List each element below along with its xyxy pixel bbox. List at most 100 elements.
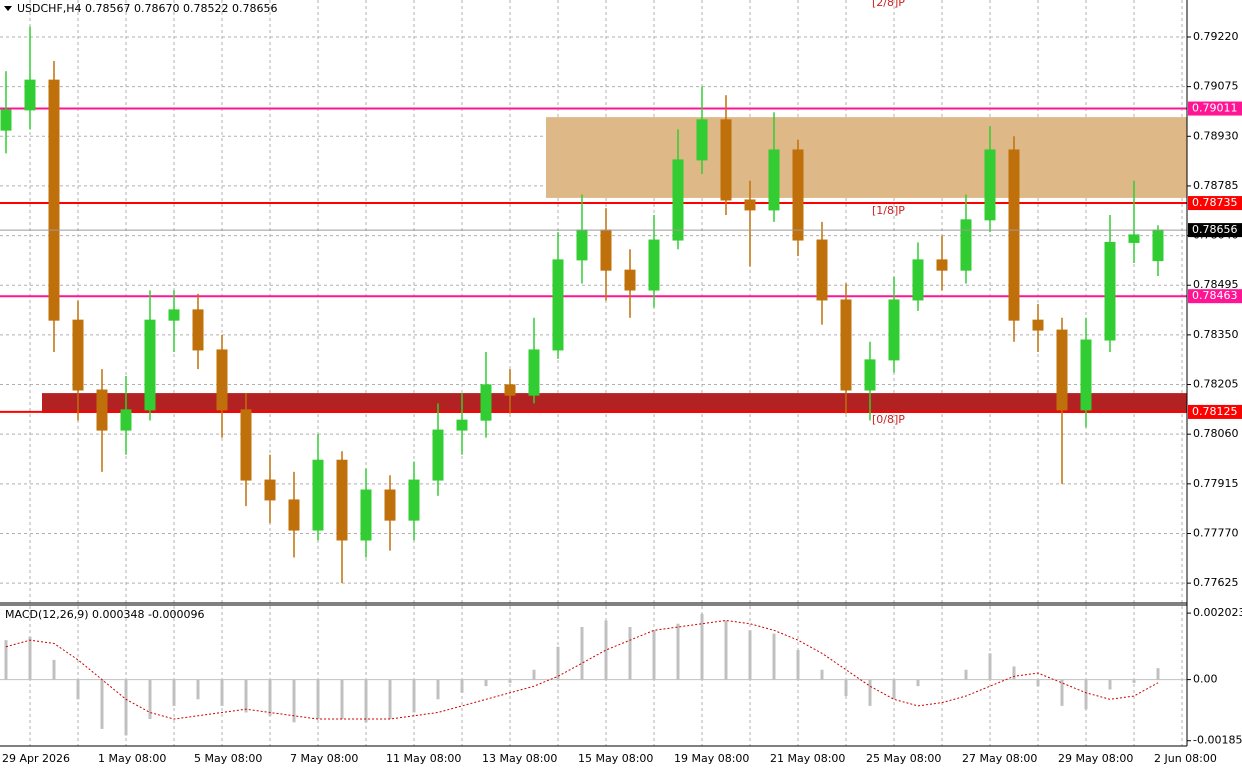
candle-body [48,79,60,321]
candle-body [936,259,948,271]
macd-bar [1108,679,1112,690]
macd-bar [508,679,512,683]
y-tick-label: 0.78785 [1193,179,1239,192]
x-tick-label: 2 Jun 08:00 [1154,752,1217,765]
candle-body [912,259,924,301]
candle-body [144,319,156,411]
macd-bar [820,669,824,680]
macd-bar [988,653,992,680]
chart-title: USDCHF,H4 0.78567 0.78670 0.78522 0.7865… [17,2,278,15]
macd-bar [868,679,872,706]
macd-bar [580,627,584,680]
candle-body [984,149,996,221]
macd-bar [700,613,704,680]
macd-bar [748,630,752,680]
y-tick-label: 0.002023 [1193,606,1242,619]
y-tick-label: 0.78060 [1193,427,1239,440]
candle-body [816,239,828,301]
y-tick-label: 0.78495 [1193,278,1239,291]
candle-body [360,489,372,541]
y-tick-label: 0.78350 [1193,328,1239,341]
candle-body [624,269,636,291]
macd-bar [916,679,920,687]
level-label-box [1188,404,1242,419]
y-tick-label: 0.00 [1193,673,1218,686]
candle-body [216,349,228,411]
candle-body [288,499,300,531]
current-price-box [1188,223,1242,238]
zone [546,117,1187,198]
macd-bar [364,679,368,723]
y-tick-label: 0.77770 [1193,526,1239,539]
candle-body [552,259,564,351]
candle-body [1104,241,1116,341]
macd-bar [148,679,152,720]
macd-bar [124,679,128,736]
y-tick-label: 0.78930 [1193,129,1239,142]
macd-bar [604,620,608,680]
menu-arrow[interactable] [4,6,12,11]
candle-body [600,229,612,271]
candle-body [696,119,708,161]
candle-body [192,309,204,351]
candle-body [720,119,732,201]
macd-bar [772,633,776,680]
macd-bar [676,623,680,680]
murrey-label: [1/8]P [872,204,905,217]
level-label-box [1188,101,1242,116]
candle-body [576,229,588,261]
x-tick-label: 27 May 08:00 [962,752,1037,765]
macd-bar [484,679,488,687]
macd-bar [1132,679,1136,683]
candle-body [336,459,348,541]
candle-body [24,79,36,111]
candle-body [1080,339,1092,411]
macd-bar [1012,666,1016,680]
candle-body [528,349,540,396]
murrey-label: [0/8]P [872,413,905,426]
candle-body [240,409,252,481]
plot-layer [0,0,1187,746]
macd-bar [1060,679,1064,706]
candle-body [384,489,396,521]
macd-bar [388,679,392,720]
y-tick-label: -0.001859 [1193,734,1242,747]
x-tick-label: 7 May 08:00 [290,752,358,765]
macd-bar [28,636,32,680]
candle-body [504,384,516,396]
macd-bar [220,679,224,706]
candle-body [1008,149,1020,321]
candle-body [1152,229,1164,262]
candle-body [744,199,756,211]
candle-body [264,479,276,501]
macd-bar [1156,668,1160,680]
macd-bar [796,650,800,680]
candle-body [168,309,180,321]
level-label: 0.78125 [1192,405,1238,418]
macd-bar [628,627,632,680]
level-label-box [1188,289,1242,304]
signal-line [5,619,1159,720]
candle-body [432,429,444,481]
macd-bar [436,679,440,700]
candle-body [120,409,132,431]
macd-bar [844,679,848,697]
candle-body [0,109,12,131]
candle-body [1056,329,1068,411]
macd-bar [724,620,728,680]
macd-bar [52,659,56,680]
macd-bar [412,679,416,713]
candle-body [96,389,108,431]
level-label-box [1188,196,1242,211]
x-tick-label: 29 Apr 2026 [2,752,70,765]
level-label: 0.78463 [1192,289,1238,302]
macd-bar [964,669,968,680]
level-label: 0.78735 [1192,196,1238,209]
macd-bar [556,646,560,680]
candle-body [864,359,876,391]
y-tick-label: 0.79075 [1193,80,1239,93]
x-tick-label: 15 May 08:00 [578,752,653,765]
candle-body [480,384,492,421]
